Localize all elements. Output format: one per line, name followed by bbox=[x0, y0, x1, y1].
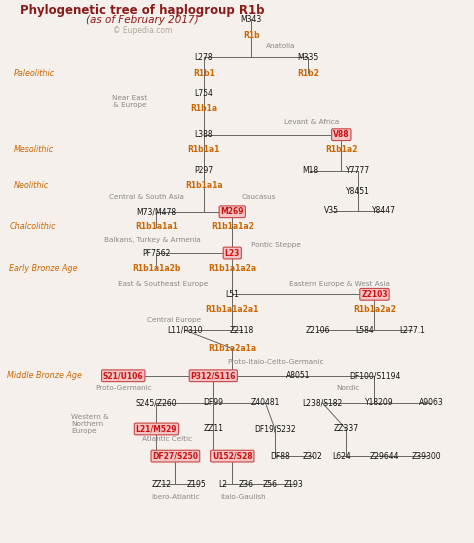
Text: R1b: R1b bbox=[243, 31, 260, 40]
Text: V35: V35 bbox=[324, 206, 339, 215]
Text: L21/M529: L21/M529 bbox=[136, 425, 177, 433]
Text: ZZ12: ZZ12 bbox=[151, 480, 171, 489]
Text: (as of February 2017): (as of February 2017) bbox=[86, 15, 199, 25]
Text: Y8451: Y8451 bbox=[346, 187, 370, 195]
Text: Early Bronze Age: Early Bronze Age bbox=[9, 264, 78, 273]
Text: Nordic: Nordic bbox=[337, 384, 360, 391]
Text: R1b1a1a2a: R1b1a1a2a bbox=[208, 264, 256, 273]
Text: M343: M343 bbox=[241, 15, 262, 23]
Text: R1b1a1a2: R1b1a1a2 bbox=[211, 223, 254, 231]
Text: Mesolithic: Mesolithic bbox=[14, 146, 55, 154]
Text: P297: P297 bbox=[194, 166, 213, 175]
Text: Proto-Italo-Celto-Germanic: Proto-Italo-Celto-Germanic bbox=[228, 358, 324, 365]
Text: Chalcolithic: Chalcolithic bbox=[9, 223, 56, 231]
Text: M335: M335 bbox=[298, 53, 319, 61]
Text: Balkans, Turkey & Armenia: Balkans, Turkey & Armenia bbox=[104, 237, 201, 243]
Text: R1b1a2: R1b1a2 bbox=[325, 146, 357, 154]
Text: P312/S116: P312/S116 bbox=[191, 371, 236, 380]
Text: Pontic Steppe: Pontic Steppe bbox=[251, 242, 301, 249]
Text: Y18209: Y18209 bbox=[365, 399, 393, 407]
Text: Eastern Europe & West Asia: Eastern Europe & West Asia bbox=[289, 281, 390, 287]
Text: Z56: Z56 bbox=[263, 480, 278, 489]
Text: Z302: Z302 bbox=[303, 452, 323, 460]
Text: L23: L23 bbox=[225, 249, 240, 257]
Text: DF27/S250: DF27/S250 bbox=[152, 452, 199, 460]
Text: Z39300: Z39300 bbox=[412, 452, 441, 460]
Text: Z195: Z195 bbox=[187, 480, 207, 489]
Text: Z2106: Z2106 bbox=[305, 326, 330, 334]
Text: U152/S28: U152/S28 bbox=[212, 452, 253, 460]
Text: L388: L388 bbox=[194, 130, 213, 139]
Text: Atlantic Celtic: Atlantic Celtic bbox=[142, 435, 192, 442]
Text: Proto-Germanic: Proto-Germanic bbox=[95, 384, 151, 391]
Text: Middle Bronze Age: Middle Bronze Age bbox=[7, 371, 82, 380]
Text: Near East
& Europe: Near East & Europe bbox=[112, 95, 147, 108]
Text: R1b1a: R1b1a bbox=[190, 104, 218, 113]
Text: L584: L584 bbox=[356, 326, 374, 334]
Text: R1b1a1a: R1b1a1a bbox=[185, 181, 223, 190]
Text: R1b2: R1b2 bbox=[297, 69, 319, 78]
Text: ZZ11: ZZ11 bbox=[203, 425, 223, 433]
Text: M269: M269 bbox=[220, 207, 244, 216]
Text: L2: L2 bbox=[219, 480, 227, 489]
Text: Central Europe: Central Europe bbox=[147, 317, 201, 324]
Text: Y8447: Y8447 bbox=[372, 206, 396, 215]
Text: East & Southeast Europe: East & Southeast Europe bbox=[118, 281, 209, 287]
Text: L238/S182: L238/S182 bbox=[302, 399, 342, 407]
Text: Z2118: Z2118 bbox=[229, 326, 254, 334]
Text: R1b1: R1b1 bbox=[193, 69, 215, 78]
Text: L277.1: L277.1 bbox=[400, 326, 425, 334]
Text: © Eupedia.com: © Eupedia.com bbox=[112, 26, 172, 35]
Text: V88: V88 bbox=[333, 130, 350, 139]
Text: Z40481: Z40481 bbox=[251, 399, 280, 407]
Text: L754: L754 bbox=[194, 90, 213, 98]
Text: Levant & Africa: Levant & Africa bbox=[284, 118, 340, 125]
Text: A8051: A8051 bbox=[286, 371, 311, 380]
Text: R1b1a1: R1b1a1 bbox=[188, 146, 220, 154]
Text: DF99: DF99 bbox=[203, 399, 223, 407]
Text: Central & South Asia: Central & South Asia bbox=[109, 193, 184, 200]
Text: A9063: A9063 bbox=[419, 399, 444, 407]
Text: Z2103: Z2103 bbox=[361, 290, 388, 299]
Text: S245/Z260: S245/Z260 bbox=[136, 399, 177, 407]
Text: PF7562: PF7562 bbox=[142, 249, 171, 257]
Text: L624: L624 bbox=[332, 452, 351, 460]
Text: R1b1a1a1: R1b1a1a1 bbox=[135, 223, 178, 231]
Text: R1b1a2a2: R1b1a2a2 bbox=[353, 305, 396, 314]
Text: L51: L51 bbox=[225, 290, 239, 299]
Text: DF100/S1194: DF100/S1194 bbox=[349, 371, 400, 380]
Text: M18: M18 bbox=[302, 166, 319, 175]
Text: S21/U106: S21/U106 bbox=[103, 371, 144, 380]
Text: L278: L278 bbox=[194, 53, 213, 61]
Text: DF19/S232: DF19/S232 bbox=[254, 425, 296, 433]
Text: Anatolia: Anatolia bbox=[265, 42, 295, 49]
Text: Italo-Gaulish: Italo-Gaulish bbox=[220, 494, 266, 500]
Text: Phylogenetic tree of haplogroup R1b: Phylogenetic tree of haplogroup R1b bbox=[20, 4, 264, 17]
Text: Neolithic: Neolithic bbox=[14, 181, 49, 190]
Text: Z193: Z193 bbox=[284, 480, 304, 489]
Text: Ibero-Atlantic: Ibero-Atlantic bbox=[152, 494, 201, 500]
Text: Western &
Northern
Europe: Western & Northern Europe bbox=[71, 414, 109, 433]
Text: R1b1a1a2a1: R1b1a1a2a1 bbox=[206, 305, 259, 314]
Text: DF88: DF88 bbox=[270, 452, 290, 460]
Text: Z29644: Z29644 bbox=[369, 452, 399, 460]
Text: Y7777: Y7777 bbox=[346, 166, 370, 175]
Text: R1b1a1a2b: R1b1a1a2b bbox=[132, 264, 181, 273]
Text: L11/P310: L11/P310 bbox=[167, 326, 202, 334]
Text: Caucasus: Caucasus bbox=[242, 193, 276, 200]
Text: M73/M478: M73/M478 bbox=[137, 207, 176, 216]
Text: Z36: Z36 bbox=[239, 480, 254, 489]
Text: ZZ337: ZZ337 bbox=[333, 425, 359, 433]
Text: R1b1a2a1a: R1b1a2a1a bbox=[208, 344, 256, 353]
Text: Paleolithic: Paleolithic bbox=[14, 69, 55, 78]
